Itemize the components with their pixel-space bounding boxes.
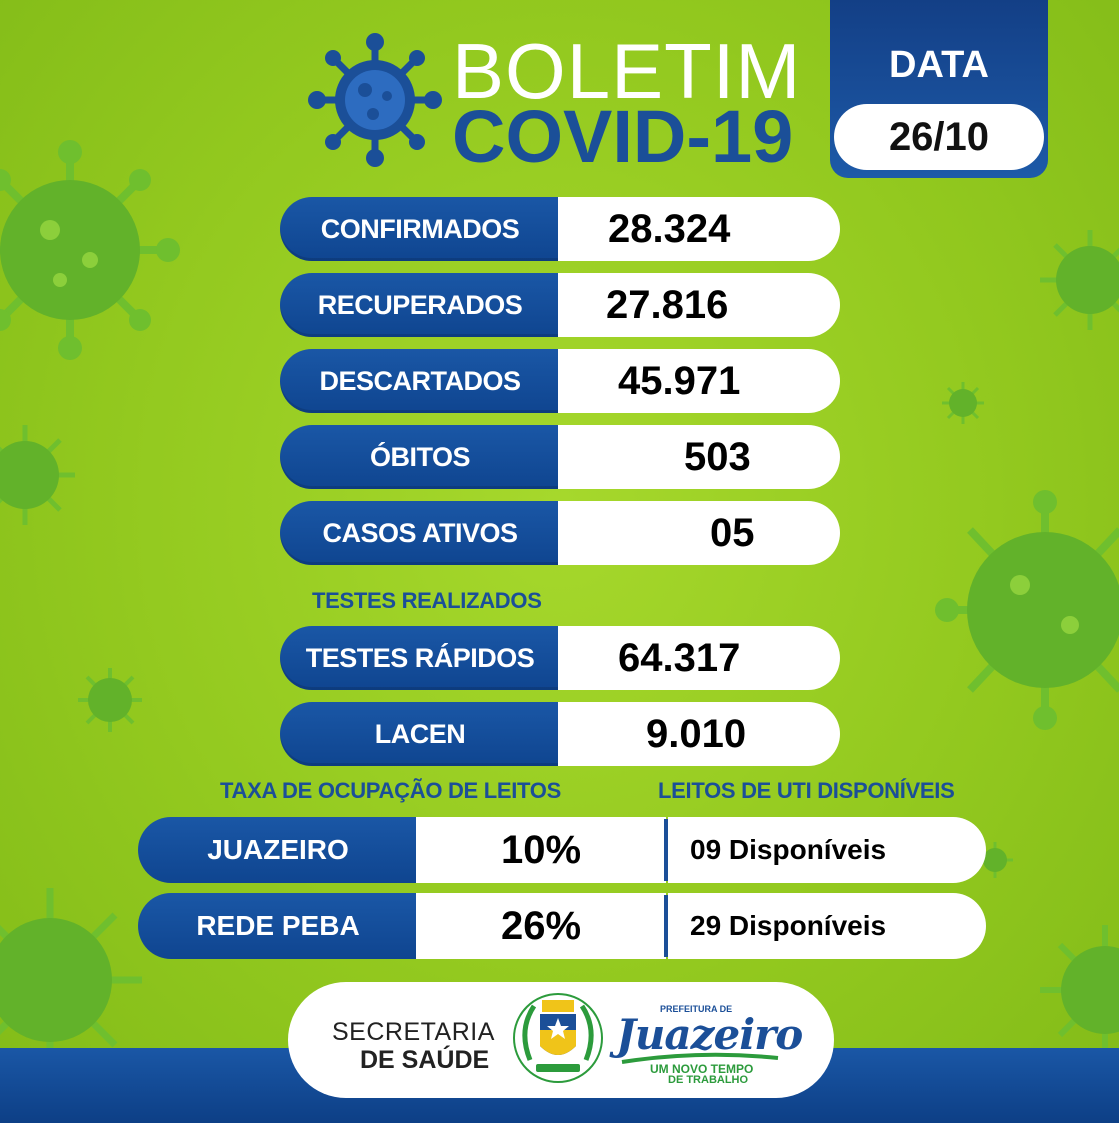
- virus-decoration-icon: [0, 425, 75, 525]
- divider: [664, 819, 668, 881]
- slogan-line2: DE TRABALHO: [668, 1074, 749, 1086]
- uti-title: LEITOS DE UTI DISPONÍVEIS: [658, 778, 955, 803]
- virus-decoration-icon: [1040, 925, 1119, 1055]
- stat-label: CASOS ATIVOS: [280, 501, 560, 565]
- test-row-lacen: LACEN 9.010: [280, 702, 842, 766]
- virus-decoration-icon: [78, 668, 142, 732]
- stat-label: CONFIRMADOS: [280, 197, 560, 261]
- stat-value: 28.324: [558, 197, 840, 261]
- uti-available: 09 Disponíveis: [668, 817, 986, 883]
- bulletin-title: BOLETIM: [452, 27, 802, 115]
- secretaria-line1: SECRETARIA: [332, 1018, 495, 1046]
- stat-label: ÓBITOS: [280, 425, 560, 489]
- prefeitura-top: PREFEITURA DE: [660, 1004, 733, 1014]
- date-label: DATA: [889, 44, 989, 86]
- stat-label: RECUPERADOS: [280, 273, 560, 337]
- municipal-crest-icon: [513, 993, 603, 1083]
- virus-decoration-icon: [942, 382, 984, 424]
- virus-decoration-icon: [1040, 230, 1119, 330]
- stat-value: 45.971: [558, 349, 840, 413]
- stat-row-descartados: DESCARTADOS 45.971: [280, 349, 842, 413]
- stat-row-obitos: ÓBITOS 503: [280, 425, 842, 489]
- test-value: 64.317: [558, 626, 840, 690]
- beds-label: REDE PEBA: [138, 893, 418, 959]
- stat-row-confirmados: CONFIRMADOS 28.324: [280, 197, 842, 261]
- stat-value: 27.816: [558, 273, 840, 337]
- stat-value: 503: [558, 425, 840, 489]
- covid-virus-icon: [308, 33, 442, 167]
- prefeitura-logo-text: Juazeiro: [616, 1010, 803, 1059]
- beds-label: JUAZEIRO: [138, 817, 418, 883]
- date-value: 26/10: [834, 104, 1044, 170]
- swoosh-icon: [621, 1052, 779, 1064]
- test-value: 9.010: [558, 702, 840, 766]
- bulletin-subtitle: COVID-19: [452, 95, 794, 178]
- divider: [664, 895, 668, 957]
- stat-row-recuperados: RECUPERADOS 27.816: [280, 273, 842, 337]
- test-label: LACEN: [280, 702, 560, 766]
- slogan-line1: UM NOVO TEMPO: [650, 1062, 754, 1076]
- occupancy-rate: 26%: [416, 893, 666, 959]
- tests-section-title: TESTES REALIZADOS: [312, 588, 542, 613]
- stat-value: 05: [558, 501, 840, 565]
- beds-row-juazeiro: JUAZEIRO 10% 09 Disponíveis: [138, 817, 986, 883]
- occupancy-rate: 10%: [416, 817, 666, 883]
- uti-available: 29 Disponíveis: [668, 893, 986, 959]
- virus-decoration-icon: [0, 888, 142, 1072]
- beds-row-rede-peba: REDE PEBA 26% 29 Disponíveis: [138, 893, 986, 959]
- test-row-rapidos: TESTES RÁPIDOS 64.317: [280, 626, 842, 690]
- virus-decoration-icon: [0, 140, 180, 360]
- stat-label: DESCARTADOS: [280, 349, 560, 413]
- virus-decoration-icon: [935, 490, 1119, 730]
- stat-row-casos-ativos: CASOS ATIVOS 05: [280, 501, 842, 565]
- occupancy-title: TAXA DE OCUPAÇÃO DE LEITOS: [220, 778, 561, 803]
- secretaria-line2: DE SAÚDE: [360, 1046, 490, 1074]
- test-label: TESTES RÁPIDOS: [280, 626, 560, 690]
